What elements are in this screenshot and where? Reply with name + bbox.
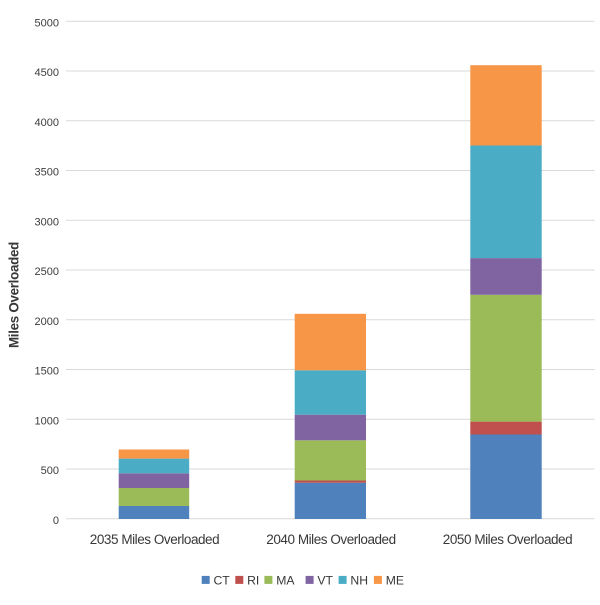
- svg-text:1000: 1000: [35, 416, 59, 428]
- svg-text:4000: 4000: [35, 117, 59, 129]
- svg-text:3000: 3000: [35, 217, 59, 229]
- svg-text:VT: VT: [317, 574, 333, 588]
- svg-text:MA: MA: [276, 574, 295, 588]
- svg-text:2040 Miles Overloaded: 2040 Miles Overloaded: [266, 532, 395, 547]
- svg-text:2000: 2000: [35, 316, 59, 328]
- svg-text:2035 Miles Overloaded: 2035 Miles Overloaded: [90, 532, 219, 547]
- svg-text:5000: 5000: [35, 18, 59, 30]
- svg-text:NH: NH: [350, 574, 368, 588]
- svg-text:4500: 4500: [35, 67, 59, 79]
- svg-text:1500: 1500: [35, 366, 59, 378]
- svg-text:0: 0: [53, 515, 59, 527]
- svg-text:500: 500: [41, 465, 59, 477]
- svg-text:3500: 3500: [35, 167, 59, 179]
- svg-text:ME: ME: [386, 574, 404, 588]
- svg-text:Miles Overloaded: Miles Overloaded: [7, 242, 22, 348]
- svg-text:CT: CT: [214, 574, 231, 588]
- svg-text:2500: 2500: [35, 266, 59, 278]
- svg-text:RI: RI: [247, 574, 259, 588]
- svg-text:2050 Miles Overloaded: 2050 Miles Overloaded: [443, 532, 572, 547]
